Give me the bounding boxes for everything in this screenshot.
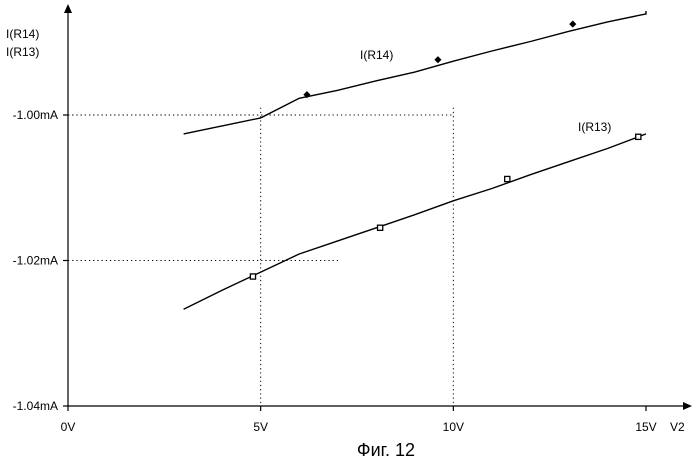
x-axis-title: V2: [670, 420, 685, 434]
x-tick-label-10v: 10V: [443, 420, 464, 434]
marker-i-r14-2: [570, 21, 576, 27]
x-tick-label-5v: 5V: [253, 420, 268, 434]
guide-lines: [68, 108, 454, 406]
axes: [64, 4, 692, 410]
ticks: 0V 5V 10V 15V -1.00mA -1.02mA -1.04mA: [13, 108, 657, 434]
y-axis-title-line-2: I(R13): [6, 45, 39, 59]
marker-i-r13-2: [505, 176, 510, 181]
y-tick-label-neg-1-02ma: -1.02mA: [13, 254, 58, 268]
series-group: [184, 11, 646, 309]
x-tick-label-15v: 15V: [635, 420, 656, 434]
labels: I(R14) I(R13) V2 I(R14) I(R13) Фиг. 12: [6, 27, 685, 460]
marker-i-r13-0: [250, 274, 255, 279]
y-axis-arrow: [64, 4, 72, 13]
y-tick-label-neg-1-04ma: -1.04mA: [13, 399, 58, 413]
y-tick-label-neg-1-00ma: -1.00mA: [13, 108, 58, 122]
x-tick-label-0v: 0V: [61, 420, 76, 434]
series-label-i-r14: I(R14): [360, 48, 393, 62]
marker-i-r14-1: [435, 57, 441, 63]
figure-caption: Фиг. 12: [357, 440, 415, 460]
x-axis-arrow: [683, 402, 692, 410]
series-line-i-r13: [184, 134, 646, 309]
marker-i-r13-3: [636, 134, 641, 139]
y-axis-title-line-1: I(R14): [6, 27, 39, 41]
series-label-i-r13: I(R13): [578, 120, 611, 134]
marker-i-r13-1: [378, 225, 383, 230]
